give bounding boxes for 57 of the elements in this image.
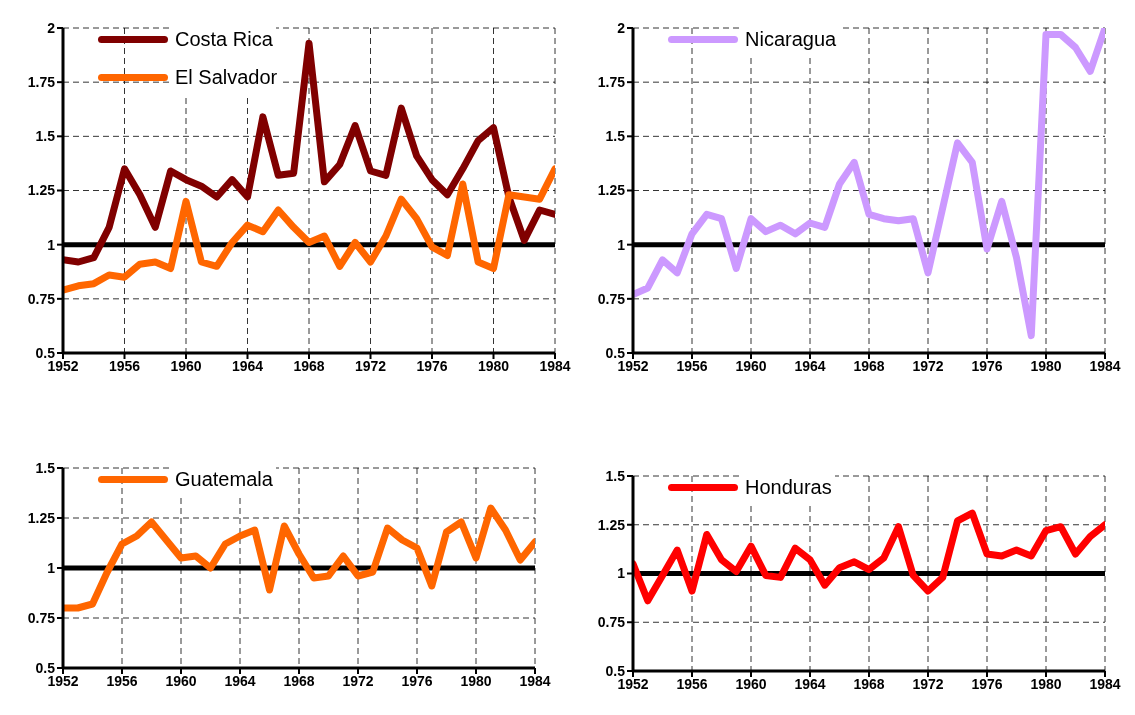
- x-tick-label: 1964: [224, 672, 256, 689]
- legend-label: Guatemala: [172, 460, 276, 498]
- y-tick-label: 1.5: [605, 467, 626, 484]
- y-tick-label: 1: [617, 236, 626, 253]
- x-tick-label: 1964: [231, 357, 264, 374]
- x-tick-label: 1956: [108, 357, 141, 374]
- x-tick-label: 1984: [539, 357, 571, 374]
- y-tick-label: 1.25: [27, 509, 56, 526]
- x-tick-label: 1972: [912, 675, 944, 692]
- x-tick-label: 1968: [853, 357, 885, 374]
- x-tick-label: 1960: [165, 672, 197, 689]
- x-tick-label: 1956: [106, 672, 138, 689]
- y-tick-label: 2: [617, 19, 626, 36]
- y-tick-label: 1: [47, 236, 56, 253]
- x-tick-label: 1980: [460, 672, 492, 689]
- x-tick-label: 1960: [735, 357, 767, 374]
- legend-label: El Salvador: [172, 58, 281, 96]
- y-tick-label: 1.75: [27, 74, 56, 91]
- x-tick-label: 1972: [342, 672, 374, 689]
- x-tick-label: 1972: [354, 357, 387, 374]
- y-tick-label: 0.75: [27, 290, 56, 307]
- x-tick-label: 1976: [971, 675, 1003, 692]
- y-tick-label: 0.75: [597, 290, 626, 307]
- y-tick-label: 1.5: [35, 459, 56, 476]
- x-tick-label: 1976: [401, 672, 433, 689]
- x-tick-label: 1968: [293, 357, 325, 374]
- x-tick-label: 1972: [912, 357, 944, 374]
- x-tick-label: 1980: [1030, 675, 1062, 692]
- x-tick-label: 1984: [519, 672, 551, 689]
- y-tick-label: 0.75: [27, 609, 56, 626]
- y-tick-label: 1.25: [597, 516, 626, 533]
- y-tick-label: 0.75: [597, 614, 626, 631]
- x-tick-label: 1956: [676, 357, 708, 374]
- x-tick-label: 1964: [794, 675, 826, 692]
- x-tick-label: 1960: [735, 675, 767, 692]
- legend-label: Nicaragua: [742, 20, 840, 58]
- y-tick-label: 1.25: [597, 182, 626, 199]
- legend-label: Costa Rica: [172, 20, 276, 58]
- x-tick-label: 1984: [1089, 357, 1121, 374]
- y-tick-label: 1: [617, 565, 626, 582]
- y-tick-label: 1.5: [605, 128, 626, 145]
- x-tick-label: 1976: [416, 357, 448, 374]
- legend-label: Honduras: [742, 468, 835, 506]
- y-tick-label: 2: [47, 19, 56, 36]
- x-tick-label: 1968: [853, 675, 885, 692]
- y-tick-label: 1.75: [597, 74, 626, 91]
- x-tick-label: 1968: [283, 672, 315, 689]
- y-tick-label: 1: [47, 559, 56, 576]
- x-tick-label: 1980: [1030, 357, 1062, 374]
- x-tick-label: 1980: [477, 357, 510, 374]
- x-tick-label: 1976: [971, 357, 1003, 374]
- x-tick-label: 1956: [676, 675, 708, 692]
- x-tick-label: 1960: [170, 357, 202, 374]
- y-tick-label: 1.5: [35, 128, 56, 145]
- x-tick-label: 1964: [794, 357, 826, 374]
- y-tick-label: 1.25: [27, 182, 56, 199]
- x-tick-label: 1984: [1089, 675, 1121, 692]
